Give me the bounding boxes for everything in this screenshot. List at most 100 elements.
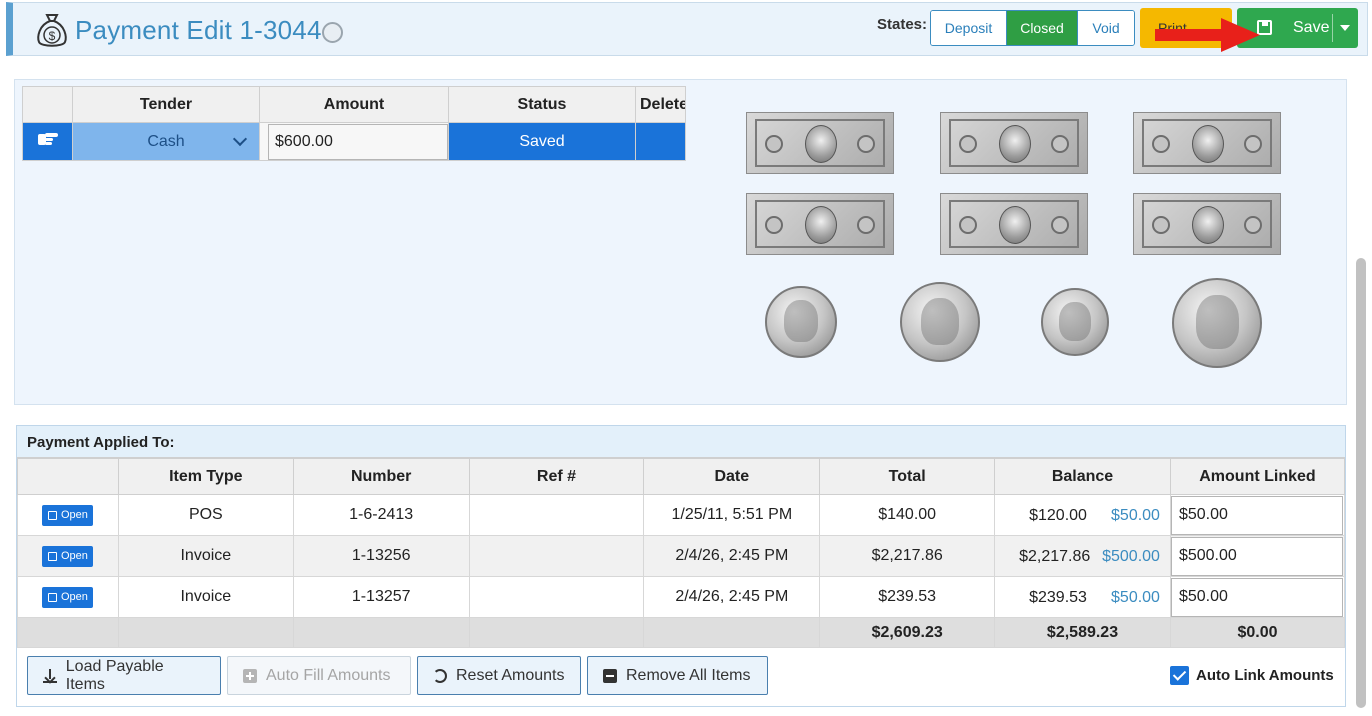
date-cell: 1/25/11, 5:51 PM — [643, 494, 821, 536]
chevron-down-icon — [232, 131, 248, 147]
total-cell: $2,217.86 — [819, 535, 996, 577]
applied-table: Item Type Number Ref # Date Total Balanc… — [17, 458, 1346, 648]
five-dollar-bill-image[interactable] — [940, 112, 1088, 174]
twenty-dollar-bill-image[interactable] — [746, 193, 894, 255]
remove-all-items-button[interactable]: Remove All Items — [587, 656, 768, 695]
state-closed-button[interactable]: Closed — [1007, 11, 1078, 45]
totals-empty-cell — [292, 617, 470, 648]
balance-cell: $2,217.86 $500.00 — [994, 535, 1171, 577]
pointing-hand-icon — [37, 133, 58, 145]
hundred-dollar-bill-image[interactable] — [1133, 193, 1281, 255]
date-cell: 2/4/26, 2:45 PM — [643, 535, 821, 577]
plus-square-icon — [243, 668, 257, 683]
date-column-header: Date — [643, 458, 821, 495]
amount-linked-input[interactable] — [1170, 536, 1343, 576]
item-type-cell: Invoice — [117, 576, 294, 618]
row-handle[interactable] — [22, 122, 73, 161]
totals-amount-linked-cell: $0.00 — [1169, 617, 1346, 648]
totals-row: $2,609.23 $2,589.23 $0.00 — [17, 617, 1346, 648]
open-column-header — [17, 458, 119, 495]
totals-empty-cell — [117, 617, 294, 648]
totals-total-cell: $2,609.23 — [819, 617, 996, 648]
balance-link-value[interactable]: $50.00 — [1111, 507, 1160, 524]
one-dollar-bill-image[interactable] — [746, 112, 894, 174]
table-row: Open Invoice 1-13256 2/4/26, 2:45 PM $2,… — [17, 535, 1346, 577]
total-cell: $140.00 — [819, 494, 996, 536]
save-dropdown-caret-icon[interactable] — [1340, 25, 1350, 31]
balance-value: $239.53 — [1029, 589, 1087, 606]
balance-link-value[interactable]: $50.00 — [1111, 589, 1160, 606]
open-cell: Open — [17, 494, 119, 536]
payment-applied-title: Payment Applied To: — [17, 426, 1345, 458]
save-button[interactable]: Save — [1237, 8, 1358, 48]
nickel-coin-image[interactable] — [900, 282, 980, 362]
amount-cell — [259, 122, 449, 161]
tender-handle-header — [22, 86, 73, 123]
info-icon[interactable] — [322, 22, 343, 43]
balance-value: $120.00 — [1029, 507, 1087, 524]
delete-cell[interactable] — [635, 122, 686, 161]
auto-fill-amounts-button[interactable]: Auto Fill Amounts — [227, 656, 411, 695]
fifty-dollar-bill-image[interactable] — [940, 193, 1088, 255]
open-button[interactable]: Open — [42, 545, 94, 567]
external-link-icon — [47, 592, 57, 602]
open-button[interactable]: Open — [42, 586, 94, 608]
ten-dollar-bill-image[interactable] — [1133, 112, 1281, 174]
balance-link-value[interactable]: $500.00 — [1102, 548, 1160, 565]
load-payable-items-button[interactable]: Load Payable Items — [27, 656, 221, 695]
balance-column-header: Balance — [994, 458, 1171, 495]
state-deposit-button[interactable]: Deposit — [931, 11, 1007, 45]
amount-linked-cell — [1169, 535, 1346, 577]
state-toggle-group: Deposit Closed Void — [930, 10, 1135, 46]
ref-cell — [468, 576, 645, 618]
status-column-header: Status — [448, 86, 636, 123]
balance-cell: $239.53 $50.00 — [994, 576, 1171, 618]
amount-linked-input[interactable] — [1170, 577, 1343, 617]
tender-row[interactable]: Cash Saved — [22, 122, 686, 161]
totals-empty-cell — [643, 617, 821, 648]
date-cell: 2/4/26, 2:45 PM — [643, 576, 821, 618]
svg-text:$: $ — [49, 29, 56, 43]
vertical-scrollbar[interactable] — [1356, 258, 1366, 708]
number-column-header: Number — [292, 458, 470, 495]
amount-column-header: Amount — [259, 86, 449, 123]
table-row: Open POS 1-6-2413 1/25/11, 5:51 PM $140.… — [17, 494, 1346, 536]
checkbox-checked-icon[interactable] — [1170, 666, 1189, 685]
open-label: Open — [60, 550, 88, 562]
auto-fill-amounts-label: Auto Fill Amounts — [266, 666, 391, 684]
penny-coin-image[interactable] — [765, 286, 837, 358]
dime-coin-image[interactable] — [1041, 288, 1109, 356]
state-void-button[interactable]: Void — [1078, 11, 1134, 45]
open-label: Open — [60, 509, 88, 521]
load-payable-items-label: Load Payable Items — [65, 657, 164, 693]
ref-cell — [468, 535, 645, 577]
download-icon — [43, 668, 57, 683]
amount-linked-cell — [1169, 494, 1346, 536]
open-label: Open — [60, 591, 88, 603]
open-button[interactable]: Open — [42, 504, 94, 526]
red-arrow-icon — [1155, 18, 1260, 52]
auto-link-amounts-checkbox[interactable]: Auto Link Amounts — [1170, 666, 1334, 685]
tender-select[interactable]: Cash — [72, 122, 260, 161]
amount-linked-column-header: Amount Linked — [1169, 458, 1346, 495]
external-link-icon — [47, 510, 57, 520]
tender-column-header: Tender — [72, 86, 260, 123]
quarter-coin-image[interactable] — [1172, 278, 1262, 368]
amount-linked-cell — [1169, 576, 1346, 618]
amount-input[interactable] — [268, 123, 448, 160]
number-cell: 1-13257 — [292, 576, 470, 618]
balance-value: $2,217.86 — [1019, 548, 1091, 565]
item-type-cell: POS — [117, 494, 294, 536]
reset-amounts-button[interactable]: Reset Amounts — [417, 656, 581, 695]
amount-linked-input[interactable] — [1170, 495, 1343, 535]
states-label: States: — [877, 16, 928, 33]
number-cell: 1-13256 — [292, 535, 470, 577]
page-title: Payment Edit 1-3044 — [75, 15, 322, 45]
tender-table: Tender Amount Status Delete Cash — [22, 86, 686, 161]
tender-select-value: Cash — [147, 132, 185, 150]
number-cell: 1-6-2413 — [292, 494, 470, 536]
table-row: Open Invoice 1-13257 2/4/26, 2:45 PM $23… — [17, 576, 1346, 618]
open-cell: Open — [17, 576, 119, 618]
totals-empty-cell — [468, 617, 645, 648]
totals-empty-cell — [17, 617, 119, 648]
